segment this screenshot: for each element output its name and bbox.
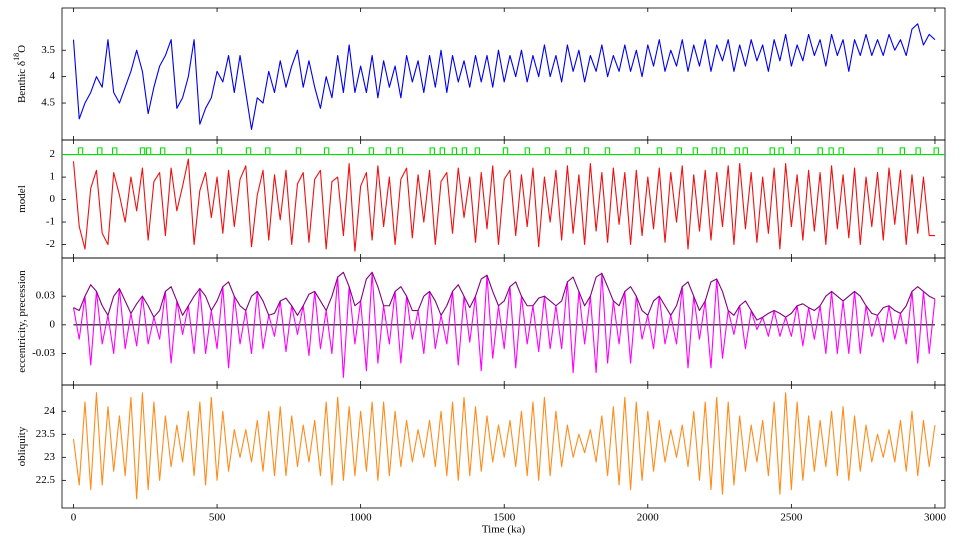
y-axis-label-text: model <box>16 185 28 213</box>
y-tick-label: 2 <box>50 148 56 160</box>
y-axis-label: obliquity <box>16 426 28 466</box>
pulse <box>474 147 481 155</box>
pulse <box>742 147 748 155</box>
series-line <box>72 392 936 500</box>
pulse <box>111 147 118 155</box>
pulse <box>185 147 192 155</box>
pulse <box>692 147 699 155</box>
pulse <box>915 147 921 155</box>
pulse <box>583 147 590 155</box>
pulse <box>368 147 375 155</box>
pulse <box>719 147 726 155</box>
pulse <box>451 147 458 155</box>
pulse <box>216 147 223 155</box>
pulse <box>604 147 611 155</box>
x-tick-label: 3000 <box>924 512 947 524</box>
x-tick-label: 2000 <box>637 512 660 524</box>
pulse <box>139 147 146 155</box>
pulse <box>245 147 252 155</box>
series-line <box>72 158 935 252</box>
pulse <box>769 147 775 155</box>
y-axis-label-sup: 18 <box>12 53 21 61</box>
pulse <box>159 147 166 155</box>
pulse <box>899 147 906 155</box>
y-tick-label: 4.5 <box>41 97 55 109</box>
y-tick-label: -2 <box>46 238 55 250</box>
pulse <box>544 147 551 155</box>
panel-frame <box>61 7 946 141</box>
pulse <box>429 147 435 155</box>
pulse <box>828 147 834 155</box>
y-axis-label: Benthic δ18O <box>12 45 27 103</box>
y-axis-label-text: O <box>16 45 28 53</box>
y-axis-label: eccentricity, precession <box>16 270 28 373</box>
pulse <box>145 147 152 155</box>
y-axis-label-text: eccentricity, precession <box>16 270 28 373</box>
y-axis-label-text: obliquity <box>16 426 28 466</box>
series-line <box>72 271 936 378</box>
pulse <box>634 147 641 155</box>
x-tick-label: 0 <box>71 512 77 524</box>
pulse <box>933 147 939 155</box>
pulse <box>794 147 800 155</box>
pulse <box>77 147 84 155</box>
pulse <box>817 147 823 155</box>
pulse <box>439 147 446 155</box>
y-tick-label: 1 <box>50 171 56 183</box>
y-tick-label: 0 <box>50 193 56 205</box>
y-tick-label: 24 <box>44 405 56 417</box>
pulse <box>734 147 740 155</box>
pulse <box>524 147 531 155</box>
x-tick-label: 1500 <box>493 512 516 524</box>
pulse <box>385 147 392 155</box>
panel-frame <box>61 384 946 509</box>
panel-frame <box>61 257 946 386</box>
pulse <box>565 147 572 155</box>
series-line <box>73 271 936 321</box>
pulse <box>265 147 271 155</box>
y-tick-label: -1 <box>46 216 55 228</box>
y-tick-label: 0 <box>50 318 56 330</box>
pulse <box>676 147 682 155</box>
pulse <box>502 147 509 155</box>
y-tick-label: 4 <box>50 70 56 82</box>
y-tick-label: -0.03 <box>32 347 55 359</box>
pulse <box>97 147 103 155</box>
pulse <box>397 147 404 155</box>
x-tick-label: 1000 <box>350 512 373 524</box>
y-tick-label: 3.5 <box>41 44 55 56</box>
y-tick-label: 0.03 <box>36 290 56 302</box>
pulse <box>711 147 717 155</box>
y-tick-label: 22.5 <box>36 474 56 486</box>
pulse <box>838 147 844 155</box>
x-tick-label: 2500 <box>780 512 803 524</box>
y-tick-label: 23 <box>44 451 56 463</box>
pulse <box>778 147 784 155</box>
y-tick-label: 23.5 <box>36 428 56 440</box>
x-axis-label: Time (ka) <box>482 524 526 536</box>
y-axis-label: model <box>16 185 28 213</box>
pulse <box>295 147 302 155</box>
series-line <box>72 23 936 130</box>
pulse <box>323 147 330 155</box>
pulse <box>656 147 663 155</box>
pulse <box>347 147 354 155</box>
pulse <box>461 147 468 155</box>
x-tick-label: 500 <box>209 512 226 524</box>
y-axis-label-text: Benthic δ <box>16 61 28 103</box>
pulse <box>877 147 883 155</box>
